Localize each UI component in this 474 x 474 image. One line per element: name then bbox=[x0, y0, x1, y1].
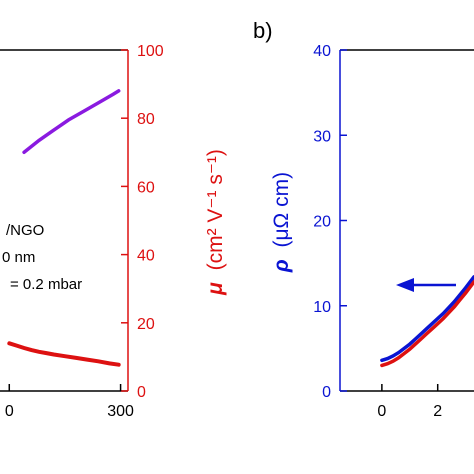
panel-b-blue-series bbox=[380, 275, 474, 363]
panel-a-purple-series bbox=[22, 89, 121, 155]
panel-a-annotation-line-1: /NGO bbox=[6, 222, 44, 239]
panel-b-y-ticks: 0 10 20 30 40 bbox=[313, 43, 347, 401]
svg-text:μ (cm² V⁻¹ s⁻¹): μ (cm² V⁻¹ s⁻¹) bbox=[204, 149, 227, 296]
panel-a-right-tick-label: 0 bbox=[137, 384, 146, 401]
panel-a-x-tick-label: 0 bbox=[5, 403, 14, 420]
panel-b-y-tick-label: 40 bbox=[313, 43, 331, 60]
panel-b-y-tick-label: 20 bbox=[313, 214, 331, 231]
panel-a-x-ticks: 0 300 bbox=[5, 384, 134, 420]
panel-a-right-tick-label: 60 bbox=[137, 179, 155, 196]
panel-a-mobility-series bbox=[7, 341, 121, 367]
mu-units: (cm² V⁻¹ s⁻¹) bbox=[204, 149, 227, 270]
panel-a-right-axis-label: μ (cm² V⁻¹ s⁻¹) bbox=[204, 149, 227, 296]
mu-symbol: μ bbox=[204, 282, 227, 296]
arrow-head-icon bbox=[396, 278, 414, 292]
panel-b-y-axis-label: ρ (μΩ cm) bbox=[270, 172, 293, 273]
panel-b-red-series bbox=[380, 280, 474, 368]
rho-symbol: ρ bbox=[270, 259, 293, 273]
rho-units: (μΩ cm) bbox=[270, 172, 293, 248]
panel-a-right-tick-label: 40 bbox=[137, 248, 155, 265]
panel-a-right-tick-label: 80 bbox=[137, 111, 155, 128]
panel-a-frame bbox=[0, 49, 129, 392]
panel-a-series bbox=[7, 89, 121, 367]
panel-b-frame bbox=[339, 49, 474, 392]
panel-b-series bbox=[380, 275, 474, 368]
svg-text:ρ (μΩ cm): ρ (μΩ cm) bbox=[270, 172, 293, 273]
panel-b-y-tick-label: 30 bbox=[313, 128, 331, 145]
panel-a-x-tick-label: 300 bbox=[107, 403, 134, 420]
panel-a-annotation-line-2: 0 nm bbox=[2, 249, 35, 266]
panel-a-right-ticks: 0 20 40 60 80 100 bbox=[121, 43, 164, 401]
panel-b-y-tick-label: 0 bbox=[322, 384, 331, 401]
direction-arrow bbox=[396, 278, 456, 292]
panel-b-letter: b) bbox=[253, 18, 273, 43]
panel-b-x-tick-label: 0 bbox=[377, 403, 386, 420]
panel-a-annotation-line-3: = 0.2 mbar bbox=[10, 276, 82, 293]
panel-a-right-tick-label: 100 bbox=[137, 43, 164, 60]
panel-a-right-tick-label: 20 bbox=[137, 316, 155, 333]
panel-b-x-tick-label: 2 bbox=[433, 403, 442, 420]
panel-b-y-tick-label: 10 bbox=[313, 299, 331, 316]
